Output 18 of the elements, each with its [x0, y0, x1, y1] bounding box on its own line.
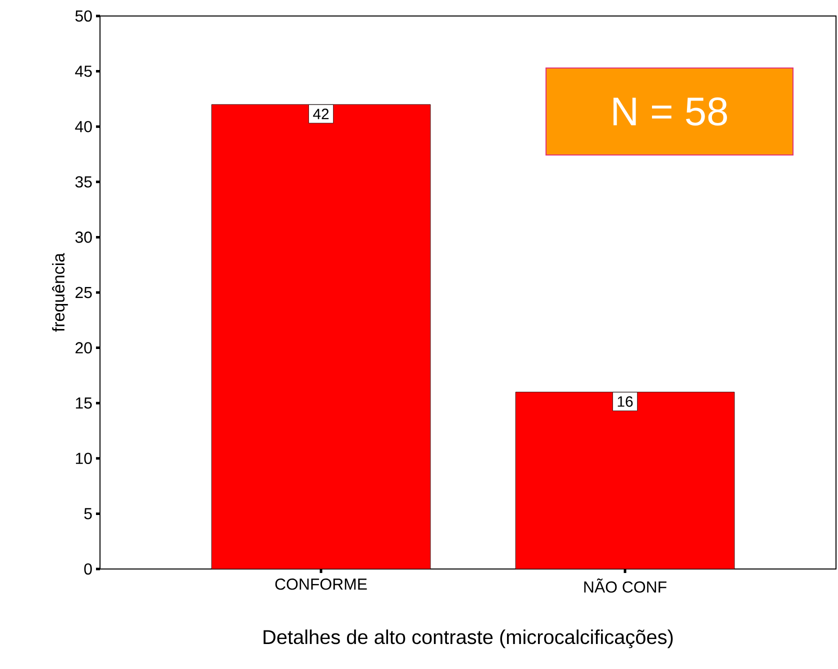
- y-tick-label: 25: [76, 286, 92, 298]
- y-tick-label: 15: [76, 398, 92, 409]
- y-tick-label: 50: [75, 10, 92, 22]
- y-tick-label: 0: [84, 563, 92, 575]
- x-tick-label: CONFORME: [275, 578, 367, 590]
- y-tick-label: 35: [75, 176, 92, 188]
- data-label: 16: [618, 396, 633, 407]
- x-axis-title: Detalhes de alto contraste (microcalcificações): [264, 630, 673, 648]
- y-tick-label: 30: [75, 232, 92, 243]
- y-axis-title: frequência: [52, 252, 68, 332]
- annotation: N = 58: [614, 97, 727, 126]
- y-tick-label: 5: [84, 508, 92, 520]
- y-tick-label: 10: [76, 452, 92, 464]
- x-tick-label: NÃO CONF: [584, 578, 666, 593]
- data-label: 42: [313, 108, 329, 120]
- y-tick-label: 20: [76, 342, 92, 354]
- y-tick-label: 40: [75, 120, 92, 132]
- y-tick-label: 45: [75, 66, 92, 77]
